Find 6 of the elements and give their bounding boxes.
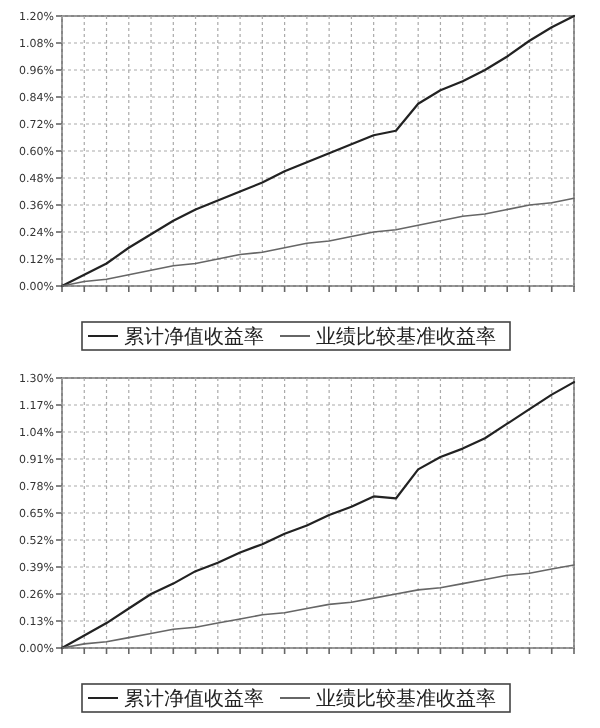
- legend-label: 业绩比较基准收益率: [316, 687, 496, 711]
- line-series: [60, 381, 576, 650]
- legend-label: 累计净值收益率: [124, 687, 264, 711]
- legend-label: 累计净值收益率: [124, 325, 264, 349]
- line-series: [60, 14, 576, 288]
- legend-label: 业绩比较基准收益率: [316, 325, 496, 349]
